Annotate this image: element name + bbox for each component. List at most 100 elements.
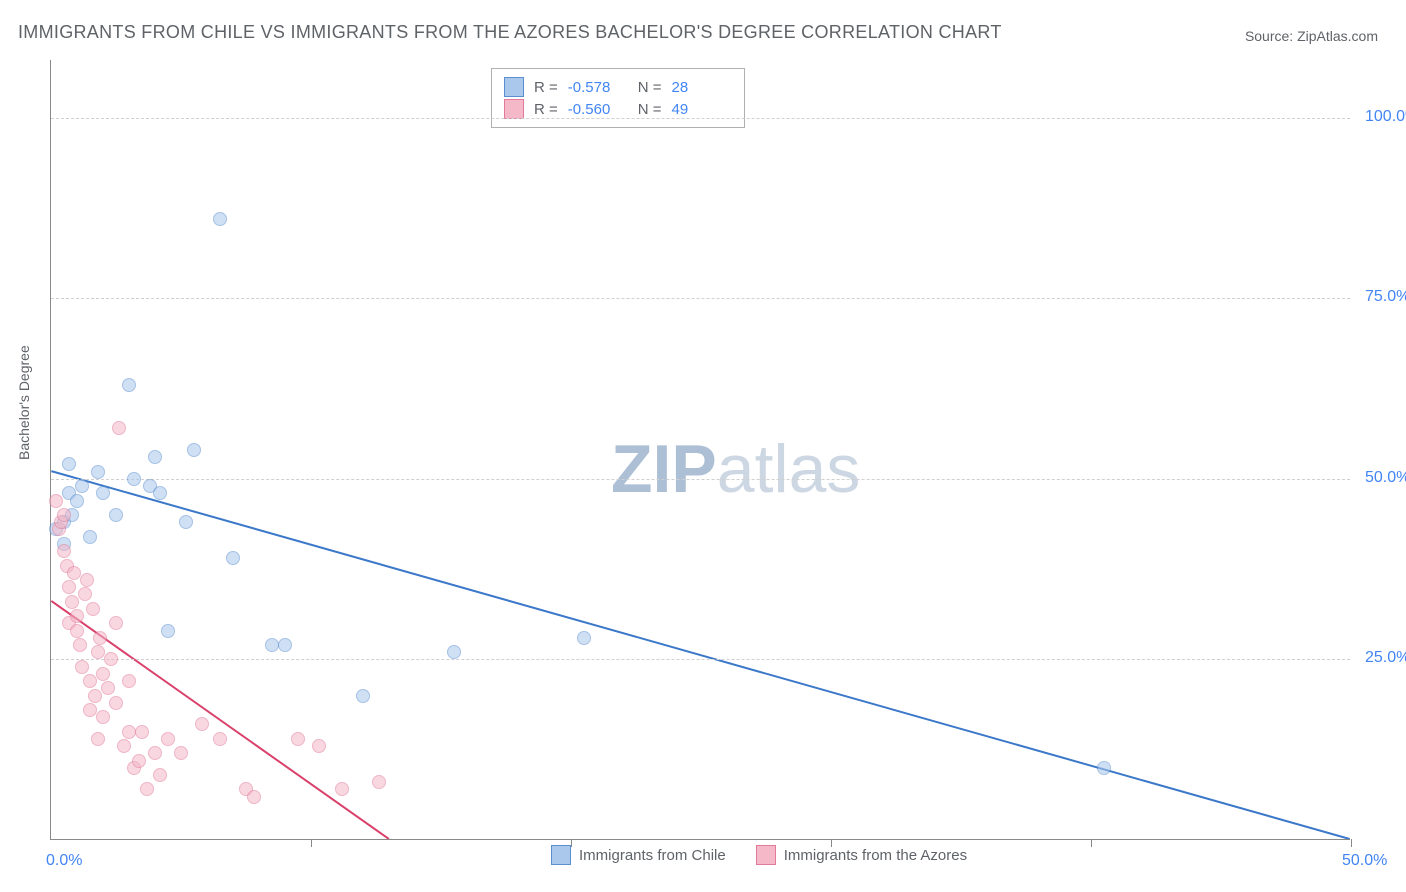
data-point [447, 645, 461, 659]
data-point [161, 732, 175, 746]
data-point [83, 703, 97, 717]
x-tick [311, 839, 312, 847]
legend-swatch [551, 845, 571, 865]
data-point [312, 739, 326, 753]
data-point [91, 645, 105, 659]
x-tick [1091, 839, 1092, 847]
x-axis-min-label: 0.0% [46, 852, 82, 870]
data-point [57, 508, 71, 522]
data-point [278, 638, 292, 652]
data-point [174, 746, 188, 760]
data-point [88, 689, 102, 703]
x-tick [831, 839, 832, 847]
data-point [132, 754, 146, 768]
data-point [148, 450, 162, 464]
watermark: ZIPatlas [611, 430, 860, 508]
legend-item: Immigrants from Chile [551, 845, 726, 865]
stat-r-value: -0.578 [568, 79, 628, 96]
data-point [122, 378, 136, 392]
data-point [153, 486, 167, 500]
data-point [335, 782, 349, 796]
legend-label: Immigrants from Chile [579, 847, 726, 864]
data-point [153, 768, 167, 782]
y-tick-label: 75.0% [1365, 288, 1406, 306]
legend-label: Immigrants from the Azores [784, 847, 967, 864]
data-point [70, 609, 84, 623]
gridline-h [51, 118, 1350, 119]
data-point [122, 674, 136, 688]
data-point [62, 580, 76, 594]
data-point [96, 667, 110, 681]
data-point [86, 602, 100, 616]
data-point [75, 479, 89, 493]
y-tick-label: 50.0% [1365, 469, 1406, 487]
data-point [70, 494, 84, 508]
data-point [372, 775, 386, 789]
data-point [127, 472, 141, 486]
watermark-atlas: atlas [717, 431, 861, 507]
stat-swatch [504, 99, 524, 119]
data-point [65, 595, 79, 609]
y-axis-label: Bachelor's Degree [16, 345, 32, 460]
data-point [57, 544, 71, 558]
data-point [577, 631, 591, 645]
gridline-h [51, 479, 1350, 480]
data-point [247, 790, 261, 804]
legend-swatch [756, 845, 776, 865]
legend-item: Immigrants from the Azores [756, 845, 967, 865]
data-point [179, 515, 193, 529]
data-point [109, 696, 123, 710]
plot-area: ZIPatlas R =-0.578N =28R =-0.560N =49 Im… [50, 60, 1350, 840]
data-point [109, 508, 123, 522]
data-point [226, 551, 240, 565]
data-point [73, 638, 87, 652]
data-point [83, 530, 97, 544]
data-point [265, 638, 279, 652]
data-point [49, 494, 63, 508]
legend: Immigrants from Chile Immigrants from the… [551, 845, 967, 865]
stat-row: R = -0.560 N = 49 [504, 99, 732, 119]
data-point [213, 732, 227, 746]
data-point [122, 725, 136, 739]
data-point [187, 443, 201, 457]
data-point [1097, 761, 1111, 775]
gridline-h [51, 298, 1350, 299]
data-point [80, 573, 94, 587]
data-point [148, 746, 162, 760]
data-point [75, 660, 89, 674]
data-point [135, 725, 149, 739]
y-tick-label: 100.0% [1365, 108, 1406, 126]
data-point [70, 624, 84, 638]
correlation-stats-box: R = -0.578 N = 28 R = -0.560 N = 49 [491, 68, 745, 128]
x-axis-max-label: 50.0% [1342, 852, 1387, 870]
data-point [104, 652, 118, 666]
data-point [83, 674, 97, 688]
watermark-zip: ZIP [611, 431, 717, 507]
source-attribution: Source: ZipAtlas.com [1245, 28, 1378, 44]
data-point [96, 486, 110, 500]
data-point [91, 465, 105, 479]
data-point [291, 732, 305, 746]
stat-r-value: -0.560 [568, 101, 628, 118]
data-point [96, 710, 110, 724]
stat-n-label: N = [638, 79, 662, 96]
data-point [109, 616, 123, 630]
chart-title: IMMIGRANTS FROM CHILE VS IMMIGRANTS FROM… [18, 22, 1002, 43]
data-point [91, 732, 105, 746]
stat-n-value: 49 [672, 101, 732, 118]
stat-r-label: R = [534, 101, 558, 118]
data-point [213, 212, 227, 226]
data-point [101, 681, 115, 695]
y-tick-label: 25.0% [1365, 649, 1406, 667]
x-tick [1351, 839, 1352, 847]
data-point [67, 566, 81, 580]
data-point [356, 689, 370, 703]
data-point [140, 782, 154, 796]
stat-n-value: 28 [672, 79, 732, 96]
stat-row: R =-0.578N =28 [504, 77, 732, 97]
data-point [93, 631, 107, 645]
data-point [62, 457, 76, 471]
gridline-h [51, 659, 1350, 660]
x-tick [571, 839, 572, 847]
stat-n-label: N = [638, 101, 662, 118]
